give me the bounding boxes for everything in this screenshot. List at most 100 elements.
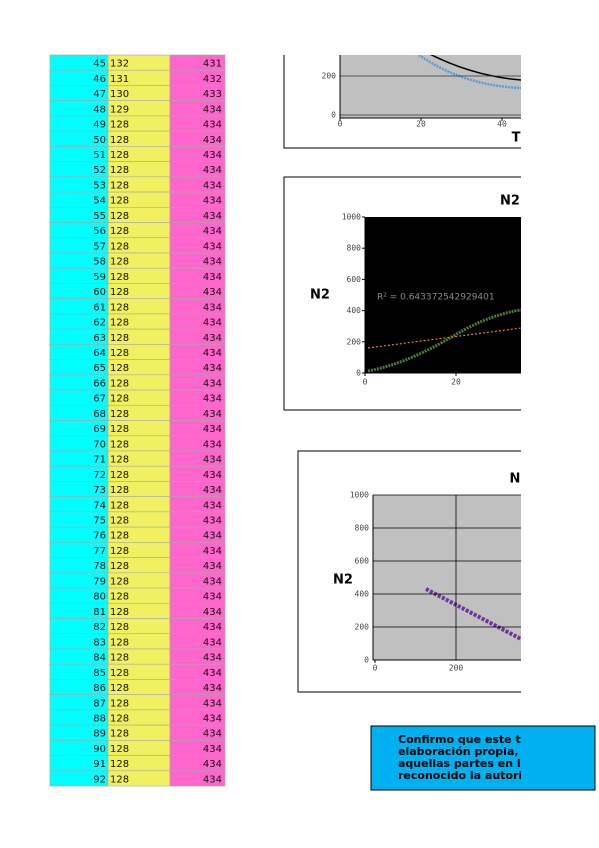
y-tick-label: 1000 — [350, 491, 369, 500]
cell: 128 — [110, 561, 129, 572]
cell: 434 — [203, 333, 222, 344]
cell: 49 — [93, 120, 106, 131]
cell: 128 — [110, 302, 129, 313]
cell: 128 — [110, 348, 129, 359]
cell: 128 — [110, 165, 129, 176]
text-box — [370, 725, 596, 791]
cell: 128 — [110, 287, 129, 298]
cell: 68 — [93, 409, 106, 420]
cell: 434 — [203, 120, 222, 131]
cell: 434 — [203, 622, 222, 633]
cell: 128 — [110, 546, 129, 557]
cell: 434 — [203, 211, 222, 222]
cell: 75 — [93, 516, 106, 527]
cell: 434 — [203, 363, 222, 374]
cell: 434 — [203, 150, 222, 161]
cell: 128 — [110, 241, 129, 252]
cell: 128 — [110, 455, 129, 466]
chart-title: N2 — [500, 194, 520, 209]
note-line: elaboración propia, — [398, 745, 519, 758]
x-tick-label: 20 — [416, 120, 426, 129]
cell: 79 — [93, 576, 106, 587]
cell: 128 — [110, 516, 129, 527]
cell: 128 — [110, 500, 129, 511]
note-line: reconocido la autori — [398, 769, 522, 782]
cell: 128 — [110, 607, 129, 618]
cell: 54 — [93, 196, 106, 207]
cell-bg — [169, 770, 226, 787]
cell: 434 — [203, 455, 222, 466]
cell: 59 — [93, 272, 106, 283]
cell: 432 — [203, 74, 222, 85]
cell: 434 — [203, 241, 222, 252]
cell: 128 — [110, 744, 129, 755]
cell: 431 — [203, 59, 222, 70]
cell: 89 — [93, 729, 106, 740]
cell: 62 — [93, 318, 106, 329]
cell: 57 — [93, 241, 106, 252]
curve — [367, 308, 521, 373]
cell: 61 — [93, 302, 106, 313]
y-tick-label: 1000 — [342, 213, 361, 222]
y-tick-label: 0 — [356, 369, 361, 378]
axis-label: T — [512, 131, 521, 146]
x-tick-label: 200 — [449, 664, 464, 673]
cell: 128 — [110, 150, 129, 161]
axis-label: N2 — [333, 573, 353, 588]
cell: 84 — [93, 653, 106, 664]
cell: 433 — [203, 89, 222, 100]
trendline — [367, 327, 521, 349]
y-tick-label: 200 — [347, 337, 362, 346]
cell: 66 — [93, 378, 106, 389]
cell: 434 — [203, 653, 222, 664]
y-tick-label: 800 — [355, 524, 370, 533]
curve — [416, 55, 521, 90]
cell: 77 — [93, 546, 106, 557]
cell: 434 — [203, 729, 222, 740]
y-tick-label: 200 — [322, 72, 337, 81]
axis-label: N2 — [310, 288, 330, 303]
cell: 128 — [110, 211, 129, 222]
cell: 128 — [110, 774, 129, 785]
cell: 434 — [203, 394, 222, 405]
cell: 69 — [93, 424, 106, 435]
cell: 128 — [110, 714, 129, 725]
cell: 128 — [110, 333, 129, 344]
cell: 434 — [203, 424, 222, 435]
cell: 128 — [110, 729, 129, 740]
cell: 47 — [93, 89, 106, 100]
cell: 50 — [93, 135, 106, 146]
cell: 67 — [93, 394, 106, 405]
y-tick-label: 600 — [347, 275, 362, 284]
cell: 87 — [93, 698, 106, 709]
cell: 129 — [110, 104, 129, 115]
cell: 434 — [203, 592, 222, 603]
cell: 128 — [110, 668, 129, 679]
x-tick-label: 0 — [338, 120, 343, 129]
cell: 128 — [110, 318, 129, 329]
cell: 78 — [93, 561, 106, 572]
cell: 128 — [110, 653, 129, 664]
y-tick-label: 200 — [355, 623, 370, 632]
spreadsheet: 45 132 431 46 131 432 47 130 433 48 129 434 49 128 434… — [49, 54, 226, 787]
cell: 434 — [203, 439, 222, 450]
cell: 434 — [203, 348, 222, 359]
cell: 434 — [203, 698, 222, 709]
cell: 434 — [203, 378, 222, 389]
cell: 434 — [203, 196, 222, 207]
y-tick-label: 400 — [355, 590, 370, 599]
cell: 128 — [110, 135, 129, 146]
cell: 434 — [203, 774, 222, 785]
cell: 434 — [203, 287, 222, 298]
cell: 434 — [203, 607, 222, 618]
cell: 434 — [203, 165, 222, 176]
cell: 131 — [110, 74, 129, 85]
cell: 86 — [93, 683, 106, 694]
cell: 434 — [203, 561, 222, 572]
cell: 51 — [93, 150, 106, 161]
chart-title: N — [510, 472, 521, 487]
curve — [430, 55, 521, 81]
cell: 434 — [203, 637, 222, 648]
plot-area — [340, 55, 521, 118]
